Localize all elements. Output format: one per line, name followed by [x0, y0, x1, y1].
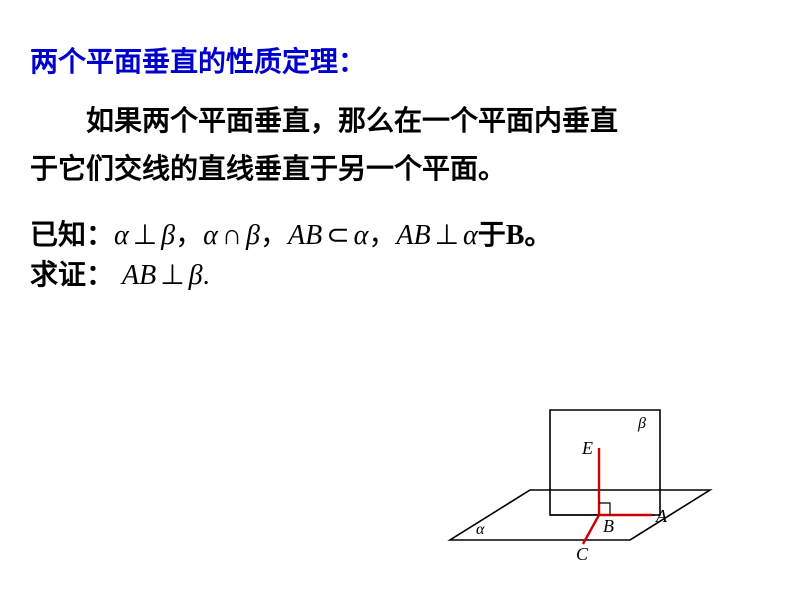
p-perp: ⊥: [156, 258, 188, 292]
diagram-svg: β α A B C E: [420, 380, 740, 590]
g-comma1: ，: [175, 213, 203, 253]
statement-line2: 于它们交线的直线垂直于另一个平面。: [30, 154, 506, 185]
theorem-statement: 如果两个平面垂直，那么在一个平面内垂直 于它们交线的直线垂直于另一个平面。: [30, 98, 770, 193]
theorem-title: 两个平面垂直的性质定理：: [30, 40, 770, 80]
label-B: B: [603, 516, 614, 536]
given-label: 已知：: [30, 213, 114, 253]
diagram: β α A B C E: [420, 380, 740, 590]
g-yu: 于: [478, 213, 506, 253]
g-alpha1: α: [114, 220, 129, 252]
prove-line: 求证： AB ⊥ β .: [30, 253, 770, 293]
p-beta: β: [189, 260, 203, 292]
g-perp1: ⊥: [129, 218, 161, 252]
g-AB1: AB: [288, 220, 322, 252]
g-alpha3: α: [354, 220, 369, 252]
g-B: B: [506, 220, 525, 252]
g-AB2: AB: [396, 220, 430, 252]
g-comma3: ，: [368, 213, 396, 253]
g-alpha2: α: [203, 220, 218, 252]
g-comma2: ，: [260, 213, 288, 253]
p-AB: AB: [122, 260, 156, 292]
label-alpha: α: [476, 521, 485, 538]
given-line: 已知： α ⊥ β ， α ∩ β ， AB ⊂ α ， AB ⊥ α 于 B …: [30, 213, 770, 253]
statement-line1: 如果两个平面垂直，那么在一个平面内垂直: [86, 106, 618, 137]
right-angle-marker: [599, 503, 610, 515]
label-C: C: [576, 544, 589, 564]
label-beta: β: [637, 415, 646, 432]
g-period: 。: [524, 213, 552, 253]
p-period: .: [203, 260, 210, 292]
label-A: A: [655, 506, 668, 526]
g-alpha4: α: [463, 220, 478, 252]
g-perp2: ⊥: [431, 218, 463, 252]
prove-label: 求证：: [30, 253, 114, 293]
g-subset: ⊂: [322, 218, 353, 252]
statement-indent: [30, 106, 86, 137]
label-E: E: [581, 438, 593, 458]
g-beta2: β: [246, 220, 260, 252]
g-beta1: β: [161, 220, 175, 252]
g-cap: ∩: [218, 220, 246, 252]
